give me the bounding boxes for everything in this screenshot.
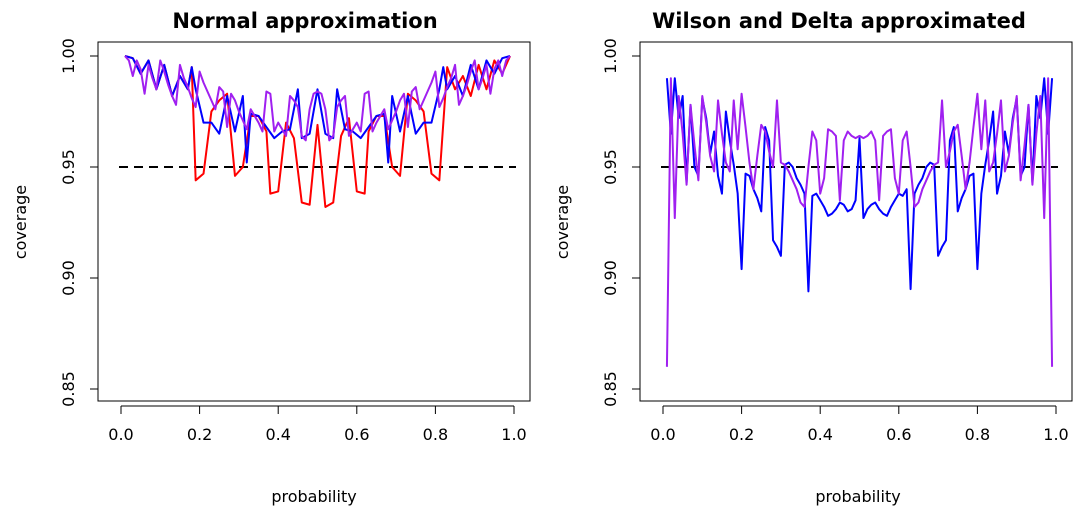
chart-title: Normal approximation	[172, 9, 437, 33]
x-axis-label: probability	[815, 487, 900, 506]
y-axis-label: coverage	[553, 185, 572, 259]
chart-title: Wilson and Delta approximated	[652, 9, 1026, 33]
series-line-2	[124, 55, 511, 142]
y-axis-label: coverage	[11, 185, 30, 259]
series-layer	[124, 55, 511, 208]
y-tick-label: 0.95	[601, 149, 620, 185]
y-tick-label: 0.90	[59, 260, 78, 296]
x-tick-label: 0.2	[729, 425, 754, 444]
x-tick-label: 0.6	[886, 425, 911, 444]
x-axis-label: probability	[271, 487, 356, 506]
y-tick-label: 0.95	[59, 149, 78, 185]
axes: 0.0 0.2 0.4 0.6 0.8 1.0 0.85 0.90 0.95 1.00	[59, 38, 527, 444]
x-tick-label: 0.4	[265, 425, 290, 444]
x-tick-label: 0.8	[965, 425, 990, 444]
y-tick-label: 0.85	[601, 371, 620, 407]
plot-frame	[639, 41, 1073, 402]
y-tick-label: 1.00	[601, 38, 620, 74]
x-tick-label: 1.0	[1043, 425, 1068, 444]
x-tick-label: 0.0	[650, 425, 675, 444]
series-line-0	[665, 77, 1054, 293]
series-line-0	[124, 55, 511, 208]
chart-normal-approximation: Normal approximation 0.0 0.2 0.4 0.6 0.8 1.00…	[11, 9, 531, 506]
series-line-1	[665, 77, 1054, 367]
x-tick-label: 0.6	[344, 425, 369, 444]
y-tick-label: 0.85	[59, 371, 78, 407]
x-tick-label: 0.2	[187, 425, 212, 444]
x-tick-label: 0.0	[108, 425, 133, 444]
series-layer	[665, 77, 1054, 367]
chart-wilson-and-delta: Wilson and Delta approximated 0.0 0.2 0.4 0…	[553, 9, 1073, 506]
y-tick-label: 0.90	[601, 260, 620, 296]
x-tick-label: 0.8	[423, 425, 448, 444]
y-tick-label: 1.00	[59, 38, 78, 74]
x-tick-label: 0.4	[807, 425, 832, 444]
x-tick-label: 1.0	[501, 425, 526, 444]
axes: 0.0 0.2 0.4 0.6 0.8 1.0 0.85 0.90 0.95 1.00	[601, 38, 1069, 444]
series-line-1	[124, 55, 511, 164]
